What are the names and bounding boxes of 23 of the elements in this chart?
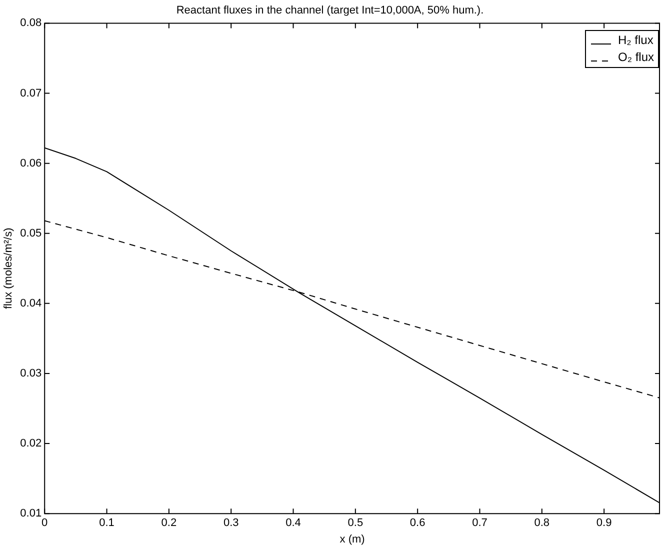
x-tick-label: 0.9 (596, 517, 612, 530)
y-tick-label: 0.04 (20, 297, 42, 310)
legend-label: H₂ flux (618, 32, 654, 50)
legend-label: O₂ flux (618, 49, 654, 66)
x-tick-label: 0.3 (223, 517, 239, 530)
x-tick-label: 0.1 (99, 517, 114, 530)
x-tick-label: 0.8 (534, 517, 550, 530)
x-axis-title: x (m) (340, 533, 365, 546)
x-tick-label: 0.2 (161, 517, 177, 530)
y-tick-label: 0.06 (20, 157, 42, 170)
x-tick-label: 0.4 (286, 517, 301, 530)
y-tick-label: 0.05 (20, 227, 42, 240)
y-tick-label: 0.01 (20, 508, 42, 520)
x-tick-label: 0.7 (472, 517, 488, 530)
y-tick-label: 0.03 (20, 368, 42, 380)
y-axis-title: flux (moles/m²/s) (2, 228, 15, 310)
x-tick-label: 0 (42, 517, 48, 530)
x-tick-label: 0.6 (410, 517, 426, 530)
y-tick-label: 0.07 (20, 87, 42, 100)
x-tick-label: 0.5 (348, 517, 364, 530)
y-tick-label: 0.02 (20, 438, 42, 450)
y-tick-label: 0.08 (20, 17, 42, 30)
chart-title: Reactant fluxes in the channel (target Int=10,000A, 50% hum.). (176, 4, 484, 17)
